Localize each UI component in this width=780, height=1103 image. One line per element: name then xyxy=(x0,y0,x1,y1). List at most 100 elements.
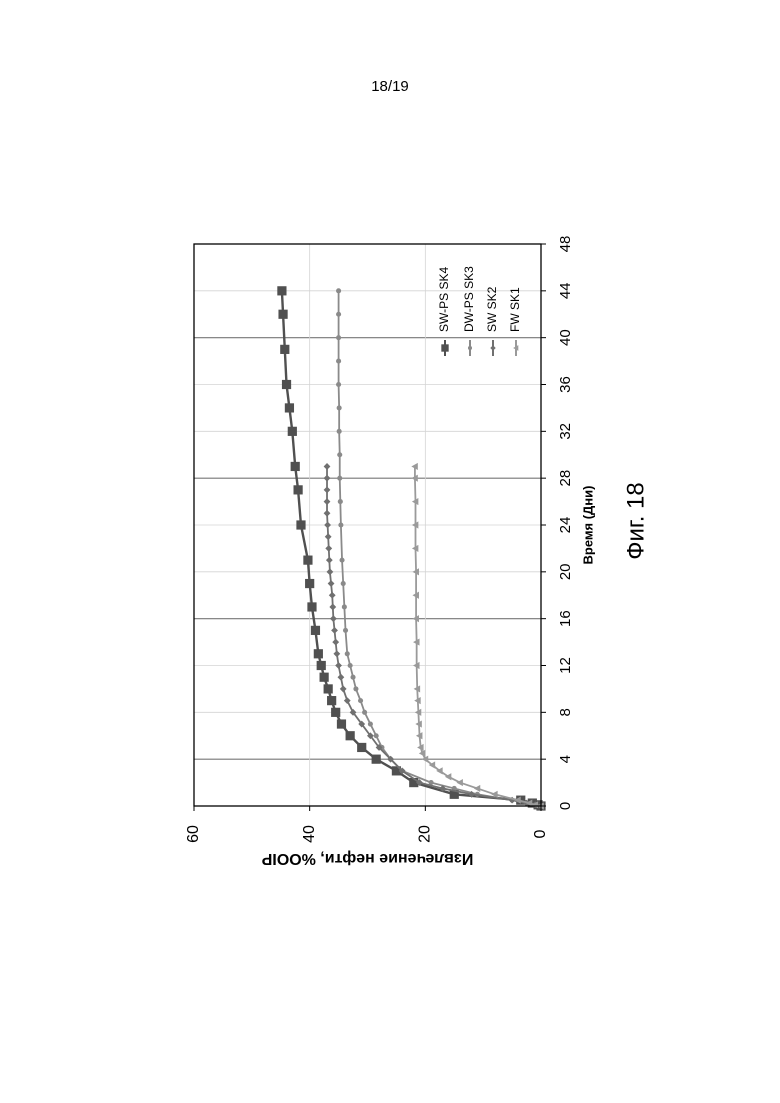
series-line xyxy=(282,291,541,806)
data-point-diamond xyxy=(324,498,331,505)
data-point-square xyxy=(346,731,355,740)
data-point-circle xyxy=(337,429,342,434)
data-point-square xyxy=(320,673,329,682)
data-point-circle xyxy=(337,476,342,481)
data-point-circle xyxy=(342,604,347,609)
data-point-diamond xyxy=(333,650,340,657)
data-point-diamond xyxy=(324,510,331,517)
data-point-diamond xyxy=(330,615,337,622)
data-point-circle xyxy=(336,359,341,364)
data-point-diamond xyxy=(324,522,331,529)
data-point-square xyxy=(372,755,381,764)
data-point-diamond xyxy=(325,533,332,540)
data-point-diamond xyxy=(326,557,333,564)
x-tick-label: 12 xyxy=(557,657,574,674)
data-point-circle xyxy=(368,721,373,726)
x-tick-label: 8 xyxy=(557,708,574,716)
y-tick-label: 60 xyxy=(185,825,202,843)
data-point-diamond xyxy=(329,592,336,599)
data-point-diamond xyxy=(335,662,342,669)
x-tick-label: 48 xyxy=(557,236,574,253)
data-point-circle xyxy=(341,581,346,586)
data-point-square xyxy=(305,579,314,588)
data-point-square xyxy=(288,427,297,436)
x-tick-label: 28 xyxy=(557,470,574,487)
data-point-triangle xyxy=(456,779,462,786)
data-point-circle xyxy=(345,651,350,656)
data-point-square xyxy=(291,462,300,471)
data-point-circle xyxy=(336,288,341,293)
data-point-circle xyxy=(337,405,342,410)
series-line xyxy=(339,291,541,806)
data-point-square xyxy=(314,649,323,658)
legend-label: SW-PS SK4 xyxy=(437,267,451,332)
data-point-triangle xyxy=(474,785,480,792)
data-point-circle xyxy=(353,686,358,691)
data-point-square xyxy=(441,344,448,351)
data-point-square xyxy=(317,661,326,670)
legend-entry: SW-PS SK4 xyxy=(437,267,451,356)
data-point-square xyxy=(280,345,289,354)
data-point-square xyxy=(278,310,287,319)
data-point-square xyxy=(324,684,333,693)
data-point-circle xyxy=(358,698,363,703)
x-tick-label: 20 xyxy=(557,563,574,580)
data-point-square xyxy=(331,708,340,717)
x-tick-label: 40 xyxy=(557,329,574,346)
series-line xyxy=(415,466,541,806)
series-sw-sk2 xyxy=(324,463,545,809)
data-point-circle xyxy=(338,522,343,527)
data-point-square xyxy=(294,485,303,494)
data-point-square xyxy=(307,602,316,611)
data-point-diamond xyxy=(340,686,347,693)
data-point-square xyxy=(327,696,336,705)
data-point-diamond xyxy=(337,674,344,681)
data-point-diamond xyxy=(327,568,334,575)
data-point-diamond xyxy=(490,345,495,350)
data-point-circle xyxy=(374,733,379,738)
data-point-square xyxy=(285,403,294,412)
data-point-circle xyxy=(338,499,343,504)
data-point-circle xyxy=(336,382,341,387)
data-point-diamond xyxy=(324,475,331,482)
series-line xyxy=(327,466,541,806)
x-tick-label: 44 xyxy=(557,282,574,299)
data-point-square xyxy=(311,626,320,635)
data-point-circle xyxy=(350,675,355,680)
legend-label: DW-PS SK3 xyxy=(462,266,476,332)
figure-caption: Фиг. 18 xyxy=(622,482,649,560)
legend-entry: SW SK2 xyxy=(485,286,499,356)
x-tick-label: 36 xyxy=(557,376,574,393)
legend-label: FW SK1 xyxy=(508,287,522,332)
data-point-square xyxy=(282,380,291,389)
y-tick-label: 0 xyxy=(532,829,549,838)
x-tick-label: 32 xyxy=(557,423,574,440)
data-point-circle xyxy=(336,335,341,340)
data-point-circle xyxy=(362,710,367,715)
data-point-diamond xyxy=(329,604,336,611)
data-point-square xyxy=(303,556,312,565)
x-tick-label: 16 xyxy=(557,610,574,627)
x-axis-label: Время (Дни) xyxy=(580,486,595,565)
y-tick-label: 40 xyxy=(301,825,318,843)
series-sw-ps-sk4 xyxy=(277,286,545,810)
y-tick-label: 20 xyxy=(417,825,434,843)
data-point-diamond xyxy=(331,627,338,634)
data-point-circle xyxy=(343,628,348,633)
data-point-circle xyxy=(336,312,341,317)
legend-entry: FW SK1 xyxy=(508,287,522,356)
data-point-circle xyxy=(340,558,345,563)
y-axis-label: Извлечение нефти, %OOIP xyxy=(261,850,473,867)
data-point-square xyxy=(337,719,346,728)
series-fw-sk1 xyxy=(411,463,544,810)
x-tick-label: 24 xyxy=(557,517,574,534)
data-point-circle xyxy=(468,346,472,350)
data-point-diamond xyxy=(332,639,339,646)
series-lines xyxy=(277,286,545,810)
x-tick-label: 0 xyxy=(557,802,574,810)
data-point-circle xyxy=(337,452,342,457)
data-point-diamond xyxy=(324,463,331,470)
legend-entry: DW-PS SK3 xyxy=(462,266,476,356)
data-point-diamond xyxy=(325,545,332,552)
